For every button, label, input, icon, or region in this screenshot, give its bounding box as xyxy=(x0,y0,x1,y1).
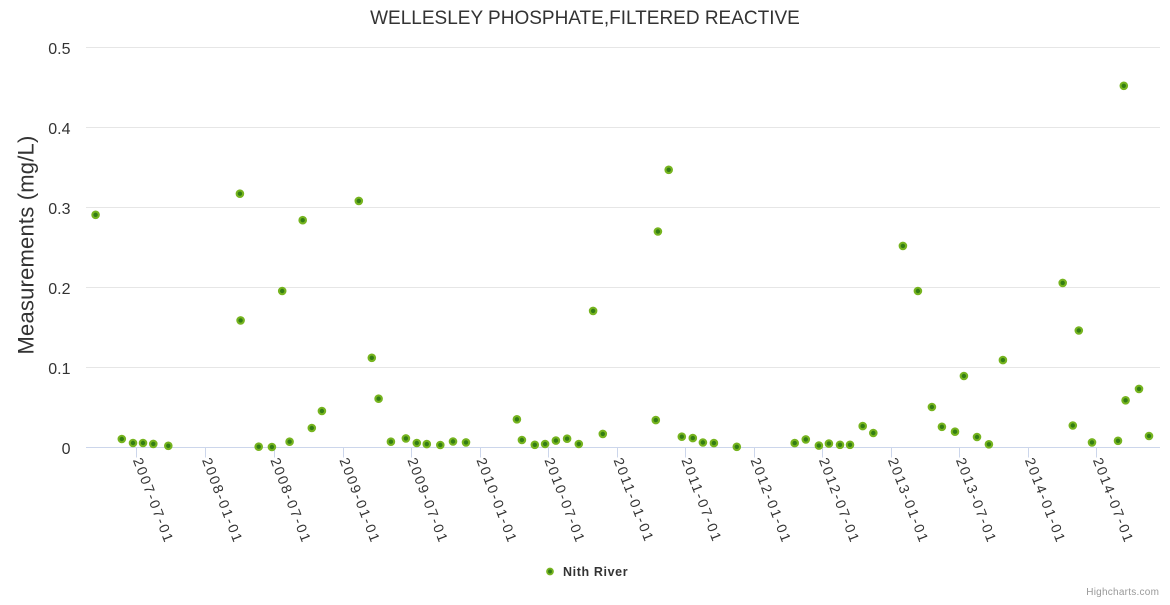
svg-text:Nith River: Nith River xyxy=(563,565,628,579)
svg-text:WELLESLEY PHOSPHATE,FILTERED R: WELLESLEY PHOSPHATE,FILTERED REACTIVE xyxy=(370,8,800,29)
svg-text:0.5: 0.5 xyxy=(48,41,70,58)
svg-text:Measurements (mg/L): Measurements (mg/L) xyxy=(14,136,39,355)
svg-text:0.1: 0.1 xyxy=(48,361,70,378)
svg-text:0.2: 0.2 xyxy=(48,281,70,298)
svg-text:0.3: 0.3 xyxy=(48,201,70,218)
svg-text:0.4: 0.4 xyxy=(48,121,70,138)
svg-text:Highcharts.com: Highcharts.com xyxy=(1086,587,1159,598)
svg-text:0: 0 xyxy=(62,441,71,458)
